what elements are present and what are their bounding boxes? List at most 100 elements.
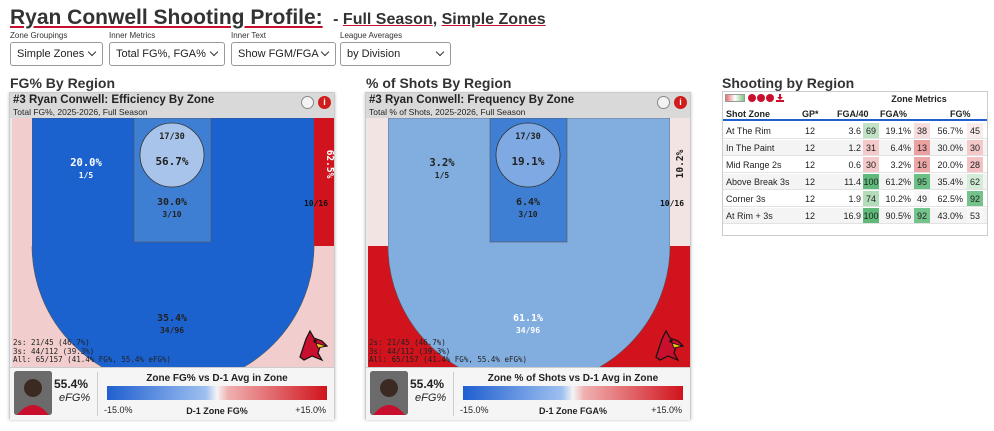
legend-mid: D-1 Zone FGA% bbox=[538, 406, 607, 416]
color-scale-icon[interactable] bbox=[725, 94, 745, 102]
cell-shot-zone: Above Break 3s bbox=[726, 177, 790, 187]
three-frac: 34/96 bbox=[516, 326, 540, 335]
cell-gp: 12 bbox=[805, 160, 816, 170]
corner-pct: 62.5% bbox=[324, 150, 334, 179]
right-corner-zone bbox=[670, 118, 690, 246]
toggle-icon[interactable] bbox=[301, 96, 314, 109]
efg-label: eFG% bbox=[415, 392, 447, 404]
cell-fga40-pctile: 30 bbox=[863, 157, 879, 172]
card-header: #3 Ryan Conwell: Frequency By Zone Total… bbox=[366, 93, 690, 118]
cell-fga40: 0.6 bbox=[848, 160, 861, 170]
card-title: #3 Ryan Conwell: Efficiency By Zone bbox=[13, 94, 215, 106]
title-zones-link[interactable]: Simple Zones bbox=[441, 11, 546, 28]
chevron-down-icon bbox=[87, 47, 97, 57]
legend-mid: D-1 Zone FG% bbox=[186, 406, 248, 416]
cell-gp: 12 bbox=[805, 177, 816, 187]
chevron-down-icon bbox=[320, 47, 330, 57]
legend-color-bar bbox=[463, 386, 683, 400]
cell-fga40-pctile: 31 bbox=[863, 140, 879, 155]
cardinal-logo bbox=[299, 329, 328, 362]
avatar bbox=[370, 371, 408, 415]
cell-fga-pct-pctile: 16 bbox=[914, 157, 930, 172]
cell-fga-pct-pctile: 92 bbox=[914, 208, 930, 223]
paint-frac: 3/10 bbox=[162, 210, 181, 219]
legend-title: Zone FG% vs D-1 Avg in Zone bbox=[146, 373, 288, 384]
midrange-frac: 1/5 bbox=[79, 171, 94, 180]
col-fga-pct[interactable]: FGA% bbox=[880, 109, 907, 119]
cell-fga-pct-pctile: 13 bbox=[914, 140, 930, 155]
restricted-pct: 19.1% bbox=[511, 155, 544, 168]
col-shot-zone[interactable]: Shot Zone bbox=[726, 109, 770, 119]
card-footer: 55.4% eFG% Zone FG% vs D-1 Avg in Zone -… bbox=[10, 367, 334, 420]
midrange-zone bbox=[387, 118, 671, 367]
league-averages-label: League Averages bbox=[340, 31, 403, 40]
table-row: Mid Range 2s 12 0.6 30 3.2% 16 20.0% 28 bbox=[723, 157, 987, 173]
league-averages-select[interactable]: by Division bbox=[340, 42, 451, 66]
divider bbox=[97, 372, 98, 416]
cell-fg-pct: 62.5% bbox=[937, 194, 963, 204]
table-row: In The Paint 12 1.2 31 6.4% 13 30.0% 30 bbox=[723, 140, 987, 156]
legend-title: Zone % of Shots vs D-1 Avg in Zone bbox=[487, 373, 659, 384]
three-pct: 61.1% bbox=[513, 313, 543, 324]
table-row: At Rim + 3s 12 16.9 100 90.5% 92 43.0% 53 bbox=[723, 208, 987, 224]
three-pct: 35.4% bbox=[157, 313, 187, 324]
col-fga40[interactable]: FGA/40 bbox=[837, 109, 869, 119]
season-stats: 2s: 21/45 (46.7%) 3s: 44/112 (39.3%) All… bbox=[369, 338, 528, 364]
close-icon[interactable] bbox=[757, 94, 765, 102]
table-toolbar bbox=[725, 94, 784, 104]
title-subtitle: - Full Season, Simple Zones bbox=[333, 11, 546, 28]
cell-fga40: 3.6 bbox=[848, 126, 861, 136]
three-frac: 34/96 bbox=[160, 326, 184, 335]
cell-shot-zone: At The Rim bbox=[726, 126, 771, 136]
restricted-frac: 17/30 bbox=[159, 132, 185, 142]
shot-chart-court: 20.0% 1/5 17/30 56.7% 30.0% 3/10 62.5% 1… bbox=[12, 118, 334, 367]
table-row: Corner 3s 12 1.9 74 10.2% 49 62.5% 92 bbox=[723, 191, 987, 207]
col-fg-pct[interactable]: FG% bbox=[950, 109, 971, 119]
zone-groupings-select[interactable]: Simple Zones bbox=[10, 42, 103, 66]
restricted-frac: 17/30 bbox=[515, 132, 541, 142]
title-season-link[interactable]: Full Season bbox=[342, 11, 433, 28]
download-icon[interactable] bbox=[776, 94, 784, 102]
cell-fga40-pctile: 69 bbox=[863, 123, 879, 138]
corner-pct: 10.2% bbox=[675, 149, 686, 178]
cell-shot-zone: Corner 3s bbox=[726, 194, 766, 204]
info-icon[interactable]: i bbox=[318, 96, 331, 109]
cell-fg-pct-pctile: 30 bbox=[967, 140, 983, 155]
inner-text-select[interactable]: Show FGM/FGA bbox=[231, 42, 336, 66]
card-subtitle: Total % of Shots, 2025-2026, Full Season bbox=[369, 107, 526, 117]
chevron-down-icon bbox=[209, 47, 219, 57]
shots-by-region-title: % of Shots By Region bbox=[366, 75, 512, 91]
shooting-table: Zone Metrics Shot Zone GP* FGA/40 FGA% F… bbox=[722, 91, 988, 236]
frequency-card: #3 Ryan Conwell: Frequency By Zone Total… bbox=[365, 92, 691, 420]
cell-fga-pct: 90.5% bbox=[885, 211, 911, 221]
avatar bbox=[14, 371, 52, 415]
cell-gp: 12 bbox=[805, 143, 816, 153]
info-icon[interactable] bbox=[766, 94, 774, 102]
settings-icon[interactable] bbox=[748, 94, 756, 102]
cell-shot-zone: At Rim + 3s bbox=[726, 211, 773, 221]
cell-fga-pct-pctile: 49 bbox=[914, 191, 930, 206]
cell-shot-zone: Mid Range 2s bbox=[726, 160, 782, 170]
cardinal-logo bbox=[655, 329, 684, 362]
restricted-pct: 56.7% bbox=[155, 155, 188, 168]
page-title: Ryan Conwell Shooting Profile: - Full Se… bbox=[10, 6, 546, 30]
midrange-frac: 1/5 bbox=[435, 171, 450, 180]
toggle-icon[interactable] bbox=[657, 96, 670, 109]
chevron-down-icon bbox=[435, 47, 445, 57]
restricted-zone bbox=[495, 122, 561, 188]
efg-value: 55.4% bbox=[410, 377, 445, 391]
table-row: At The Rim 12 3.6 69 19.1% 38 56.7% 45 bbox=[723, 123, 987, 139]
title-player: Ryan Conwell Shooting Profile: bbox=[10, 6, 323, 29]
inner-metrics-select[interactable]: Total FG%, FGA% bbox=[109, 42, 225, 66]
legend-min: -15.0% bbox=[104, 405, 133, 415]
efficiency-card: #3 Ryan Conwell: Efficiency By Zone Tota… bbox=[9, 92, 335, 420]
shot-chart-court: 3.2% 1/5 17/30 19.1% 6.4% 3/10 10.2% 10/… bbox=[368, 118, 690, 367]
cell-fga-pct: 3.2% bbox=[890, 160, 911, 170]
paint-frac: 3/10 bbox=[518, 210, 537, 219]
col-gp[interactable]: GP* bbox=[802, 109, 819, 119]
cell-fg-pct-pctile: 53 bbox=[967, 208, 983, 223]
table-header: Shot Zone GP* FGA/40 FGA% FG% bbox=[723, 107, 987, 121]
info-icon[interactable]: i bbox=[674, 96, 687, 109]
cell-fga-pct: 10.2% bbox=[885, 194, 911, 204]
table-row: Above Break 3s 12 11.4 100 61.2% 95 35.4% 62 bbox=[723, 174, 987, 190]
